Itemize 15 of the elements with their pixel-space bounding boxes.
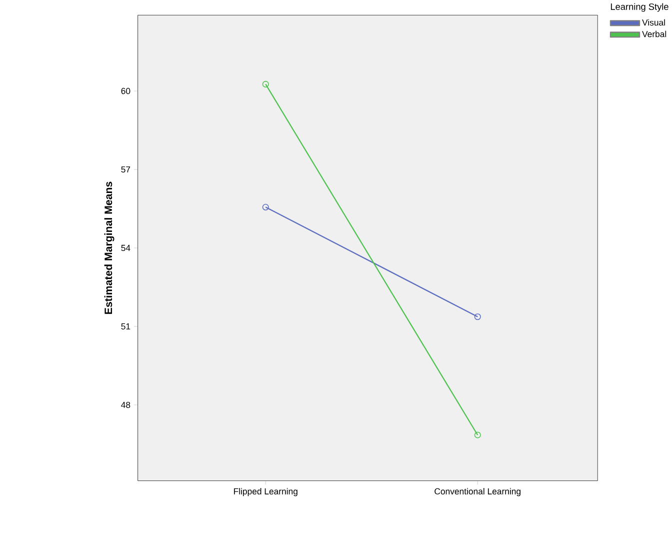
- y-tick-label: 48: [121, 402, 130, 408]
- y-tick-label: 51: [121, 324, 130, 330]
- point: [262, 204, 269, 211]
- legend-title: Learning Style: [610, 3, 668, 12]
- point: [474, 432, 481, 438]
- y-tick-label: 54: [121, 245, 130, 252]
- legend-label: Visual: [642, 19, 665, 26]
- x-tick-label: Flipped Learning: [234, 488, 298, 496]
- x-tick-label: Conventional Learning: [434, 488, 520, 496]
- y-tick-label: 60: [121, 88, 130, 94]
- y-tick-label: 57: [121, 166, 130, 173]
- point: [262, 81, 269, 88]
- point: [474, 314, 481, 320]
- legend-label: Verbal: [642, 31, 666, 38]
- y-axis-title: Estimated Marginal Means: [104, 182, 114, 314]
